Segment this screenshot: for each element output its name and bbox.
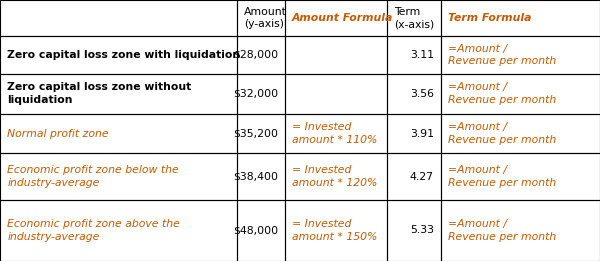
Bar: [237, 36, 285, 74]
Text: $35,200: $35,200: [233, 128, 278, 139]
Bar: [387, 36, 441, 74]
Text: 3.11: 3.11: [410, 50, 434, 60]
Text: $48,000: $48,000: [233, 226, 278, 235]
Text: $32,000: $32,000: [233, 88, 278, 99]
Bar: [285, 74, 387, 114]
Text: = Invested
amount * 150%: = Invested amount * 150%: [292, 219, 377, 242]
Bar: [237, 114, 285, 153]
Bar: [0, 200, 237, 261]
Text: Economic profit zone below the
industry-average: Economic profit zone below the industry-…: [7, 165, 179, 188]
Bar: [441, 36, 600, 74]
Bar: [387, 114, 441, 153]
Text: 3.91: 3.91: [410, 128, 434, 139]
Text: = Invested
amount * 110%: = Invested amount * 110%: [292, 122, 377, 145]
Bar: [441, 153, 600, 200]
Bar: [237, 74, 285, 114]
Bar: [285, 36, 387, 74]
Bar: [387, 0, 441, 36]
Bar: [285, 114, 387, 153]
Bar: [441, 200, 600, 261]
Text: Term
(x-axis): Term (x-axis): [394, 7, 434, 29]
Text: 4.27: 4.27: [410, 172, 434, 182]
Text: Amount
(y-axis): Amount (y-axis): [244, 7, 287, 29]
Text: =Amount /
Revenue per month: =Amount / Revenue per month: [448, 219, 556, 242]
Text: Normal profit zone: Normal profit zone: [7, 128, 109, 139]
Bar: [0, 153, 237, 200]
Bar: [387, 74, 441, 114]
Bar: [0, 0, 237, 36]
Bar: [441, 114, 600, 153]
Text: Economic profit zone above the
industry-average: Economic profit zone above the industry-…: [7, 219, 180, 242]
Bar: [387, 200, 441, 261]
Bar: [441, 0, 600, 36]
Text: =Amount /
Revenue per month: =Amount / Revenue per month: [448, 122, 556, 145]
Bar: [441, 74, 600, 114]
Bar: [285, 0, 387, 36]
Text: $28,000: $28,000: [233, 50, 278, 60]
Text: = Invested
amount * 120%: = Invested amount * 120%: [292, 165, 377, 188]
Bar: [237, 0, 285, 36]
Text: =Amount /
Revenue per month: =Amount / Revenue per month: [448, 82, 556, 105]
Text: =Amount /
Revenue per month: =Amount / Revenue per month: [448, 165, 556, 188]
Bar: [0, 36, 237, 74]
Bar: [237, 200, 285, 261]
Bar: [237, 153, 285, 200]
Bar: [0, 114, 237, 153]
Text: $38,400: $38,400: [233, 172, 278, 182]
Bar: [285, 153, 387, 200]
Text: Term Formula: Term Formula: [448, 13, 532, 23]
Bar: [285, 200, 387, 261]
Text: =Amount /
Revenue per month: =Amount / Revenue per month: [448, 44, 556, 66]
Text: Zero capital loss zone with liquidation: Zero capital loss zone with liquidation: [7, 50, 241, 60]
Text: Amount Formula: Amount Formula: [292, 13, 394, 23]
Text: 5.33: 5.33: [410, 226, 434, 235]
Bar: [387, 153, 441, 200]
Text: 3.56: 3.56: [410, 88, 434, 99]
Text: Zero capital loss zone without
liquidation: Zero capital loss zone without liquidati…: [7, 82, 191, 105]
Bar: [0, 74, 237, 114]
